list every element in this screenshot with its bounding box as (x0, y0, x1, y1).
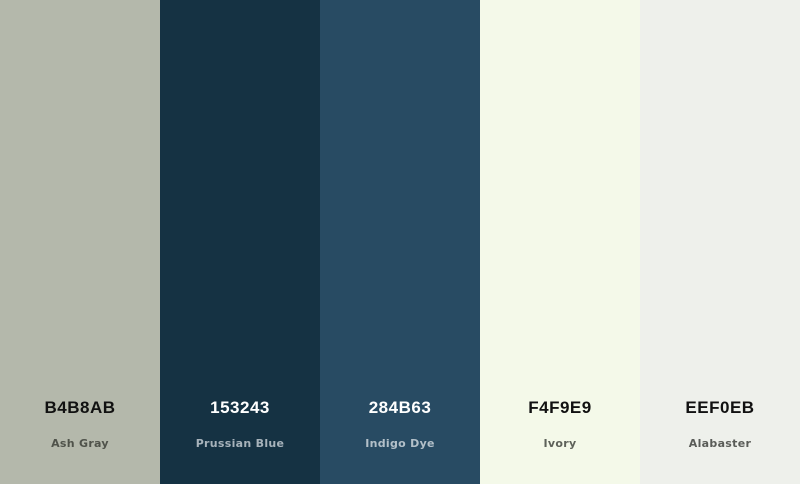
hex-code: EEF0EB (685, 398, 755, 417)
color-swatch-ash-gray[interactable]: B4B8AB Ash Gray (0, 0, 160, 484)
color-swatch-alabaster[interactable]: EEF0EB Alabaster (640, 0, 800, 484)
hex-code: B4B8AB (44, 398, 116, 417)
hex-code: 153243 (210, 398, 270, 417)
color-name: Alabaster (688, 437, 752, 450)
color-name: Ash Gray (51, 437, 109, 450)
color-name: Ivory (543, 437, 577, 450)
hex-code: 284B63 (368, 398, 432, 417)
color-swatch-indigo-dye[interactable]: 284B63 Indigo Dye (320, 0, 480, 484)
color-swatch-ivory[interactable]: F4F9E9 Ivory (480, 0, 640, 484)
color-name: Prussian Blue (195, 437, 285, 450)
hex-code: F4F9E9 (528, 398, 592, 417)
color-swatch-prussian-blue[interactable]: 153243 Prussian Blue (160, 0, 320, 484)
color-name: Indigo Dye (365, 437, 435, 450)
